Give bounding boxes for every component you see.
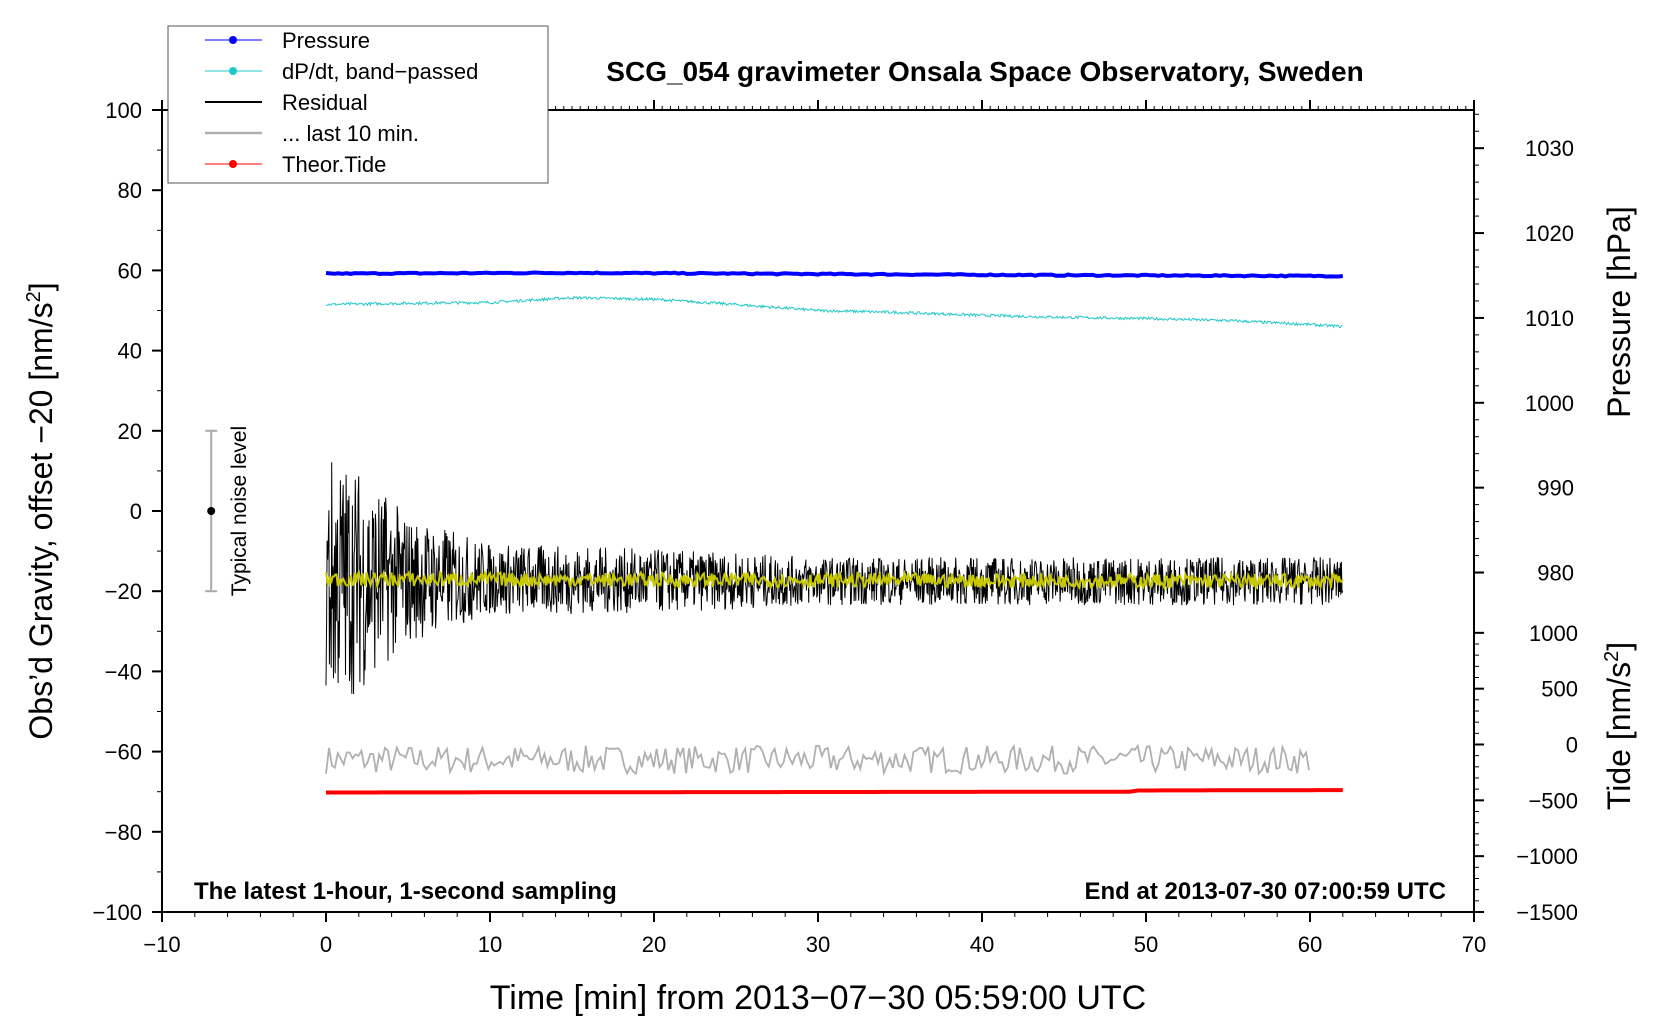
pressure-tick-label: 1010 <box>1525 306 1574 331</box>
x-tick-label: 60 <box>1298 932 1322 957</box>
x-tick-label: 30 <box>806 932 830 957</box>
chart-title: SCG_054 gravimeter Onsala Space Observat… <box>606 56 1363 87</box>
noise-bar-center-dot <box>207 507 216 515</box>
legend-label: dP/dt, band−passed <box>282 59 478 84</box>
x-tick-label: 0 <box>320 932 332 957</box>
x-axis-title: Time [min] from 2013−07−30 05:59:00 UTC <box>490 979 1146 1017</box>
legend-label: Theor.Tide <box>282 152 386 177</box>
tide-tick-label: 500 <box>1541 677 1578 702</box>
x-tick-label: 40 <box>970 932 994 957</box>
series-theor-tide-line <box>326 788 1343 795</box>
y-tick-label: 80 <box>118 178 142 203</box>
series-pressure-line <box>325 270 1344 279</box>
y-axis-title-tide-main: Tide [nm/s <box>1601 662 1637 810</box>
subtitle-left: The latest 1-hour, 1-second sampling <box>194 878 617 905</box>
legend-swatch-dot <box>229 67 237 75</box>
y-tick-label: −80 <box>105 820 142 845</box>
x-tick-label: 20 <box>642 932 666 957</box>
noise-bar <box>205 429 218 593</box>
y-tick-label: 40 <box>118 339 142 364</box>
series-group <box>325 270 1344 795</box>
x-tick-label: 70 <box>1462 932 1486 957</box>
series-residual-smoothed-line <box>325 569 1344 592</box>
legend-label: Residual <box>282 90 368 115</box>
pressure-tick-label: 1020 <box>1525 221 1574 246</box>
series-residual-line <box>325 462 1344 695</box>
tide-tick-label: −1500 <box>1516 900 1578 925</box>
legend-swatch-dot <box>229 160 237 168</box>
y-axis-title-left: Obs’d Gravity, offset −20 [nm/s2] <box>23 282 59 739</box>
y-tick-label: 60 <box>118 258 142 283</box>
legend-box <box>167 25 549 184</box>
tide-tick-label: −500 <box>1528 788 1578 813</box>
pressure-tick-label: 980 <box>1537 561 1574 586</box>
pressure-tick-label: 1030 <box>1525 136 1574 161</box>
y-tick-label: 100 <box>105 98 142 123</box>
tide-tick-label: −1000 <box>1516 844 1578 869</box>
tide-tick-label: 1000 <box>1529 621 1578 646</box>
y-axis-title-left-tail: ] <box>23 282 59 291</box>
y-tick-label: −20 <box>105 579 142 604</box>
tide-tick-label: 0 <box>1566 733 1578 758</box>
noise-bar-label: Typical noise level <box>228 426 251 596</box>
y-tick-label: −100 <box>92 900 142 925</box>
y-tick-label: 0 <box>130 499 142 524</box>
pressure-tick-label: 1000 <box>1525 391 1574 416</box>
pressure-tick-label: 990 <box>1537 476 1574 501</box>
y-tick-label: −40 <box>105 659 142 684</box>
y-axis-title-left-sup: 2 <box>23 291 45 302</box>
legend-label: Pressure <box>282 28 370 53</box>
x-tick-label: 10 <box>478 932 502 957</box>
y-axis-title-left-main: Obs’d Gravity, offset −20 [nm/s <box>23 302 59 739</box>
x-tick-label: 50 <box>1134 932 1158 957</box>
legend-label: ... last 10 min. <box>282 121 419 146</box>
series-dpdt-line <box>325 295 1343 329</box>
legend-swatch-dot <box>229 36 237 44</box>
ticks-group: −10 0 10 20 30 40 50 60 70100806040200−20−40−60−… <box>92 98 1578 957</box>
y-axis-title-tide-sup: 2 <box>1601 651 1623 662</box>
y-axis-title-tide-tail: ] <box>1601 642 1637 651</box>
y-axis-title-pressure: Pressure [hPa] <box>1601 206 1637 418</box>
y-tick-label: −60 <box>105 740 142 765</box>
y-axis-title-tide: Tide [nm/s2] <box>1601 642 1637 810</box>
legend: Pressure dP/dt, band−passed Residual ... la… <box>167 25 549 184</box>
series-last-10-min-line <box>325 743 1310 777</box>
x-tick-label: −10 <box>143 932 180 957</box>
y-tick-label: 20 <box>118 419 142 444</box>
subtitle-right: End at 2013-07-30 07:00:59 UTC <box>1085 878 1447 905</box>
